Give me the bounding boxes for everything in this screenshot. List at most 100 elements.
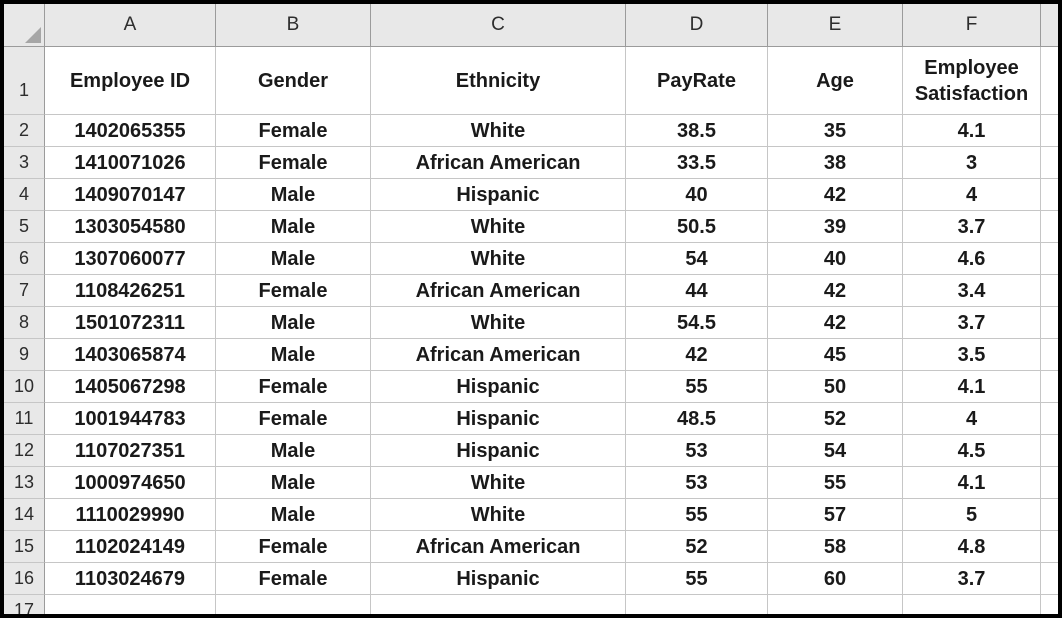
row-header-13[interactable]: 13 xyxy=(4,467,45,499)
row-header-14[interactable]: 14 xyxy=(4,499,45,531)
cell-A11[interactable]: 1001944783 xyxy=(45,403,216,435)
cell-G16[interactable] xyxy=(1041,563,1058,595)
cell-D3[interactable]: 33.5 xyxy=(626,147,768,179)
cell-B16[interactable]: Female xyxy=(216,563,371,595)
cell-A15[interactable]: 1102024149 xyxy=(45,531,216,563)
cell-G1[interactable] xyxy=(1041,47,1058,115)
cell-E12[interactable]: 54 xyxy=(768,435,903,467)
cell-E4[interactable]: 42 xyxy=(768,179,903,211)
cell-A4[interactable]: 1409070147 xyxy=(45,179,216,211)
cell-F7[interactable]: 3.4 xyxy=(903,275,1041,307)
cell-G3[interactable] xyxy=(1041,147,1058,179)
cell-E8[interactable]: 42 xyxy=(768,307,903,339)
cell-G6[interactable] xyxy=(1041,243,1058,275)
cell-A13[interactable]: 1000974650 xyxy=(45,467,216,499)
cell-C16[interactable]: Hispanic xyxy=(371,563,626,595)
cell-D4[interactable]: 40 xyxy=(626,179,768,211)
row-header-10[interactable]: 10 xyxy=(4,371,45,403)
cell-G10[interactable] xyxy=(1041,371,1058,403)
cell-B9[interactable]: Male xyxy=(216,339,371,371)
cell-F9[interactable]: 3.5 xyxy=(903,339,1041,371)
column-header-C[interactable]: C xyxy=(371,4,626,47)
cell-D10[interactable]: 55 xyxy=(626,371,768,403)
row-header-8[interactable]: 8 xyxy=(4,307,45,339)
cell-C11[interactable]: Hispanic xyxy=(371,403,626,435)
cell-E9[interactable]: 45 xyxy=(768,339,903,371)
cell-C5[interactable]: White xyxy=(371,211,626,243)
cell-A5[interactable]: 1303054580 xyxy=(45,211,216,243)
cell-A10[interactable]: 1405067298 xyxy=(45,371,216,403)
row-header-15[interactable]: 15 xyxy=(4,531,45,563)
cell-D2[interactable]: 38.5 xyxy=(626,115,768,147)
cell-C10[interactable]: Hispanic xyxy=(371,371,626,403)
cell-B13[interactable]: Male xyxy=(216,467,371,499)
cell-F16[interactable]: 3.7 xyxy=(903,563,1041,595)
cell-C17[interactable] xyxy=(371,595,626,614)
cell-C3[interactable]: African American xyxy=(371,147,626,179)
row-header-4[interactable]: 4 xyxy=(4,179,45,211)
row-header-9[interactable]: 9 xyxy=(4,339,45,371)
cell-B1[interactable]: Gender xyxy=(216,47,371,115)
cell-D9[interactable]: 42 xyxy=(626,339,768,371)
cell-E3[interactable]: 38 xyxy=(768,147,903,179)
row-header-17[interactable]: 17 xyxy=(4,595,45,614)
cell-B11[interactable]: Female xyxy=(216,403,371,435)
cell-F2[interactable]: 4.1 xyxy=(903,115,1041,147)
cell-B8[interactable]: Male xyxy=(216,307,371,339)
cell-E11[interactable]: 52 xyxy=(768,403,903,435)
column-header-F[interactable]: F xyxy=(903,4,1041,47)
cell-D17[interactable] xyxy=(626,595,768,614)
cell-F6[interactable]: 4.6 xyxy=(903,243,1041,275)
cell-F11[interactable]: 4 xyxy=(903,403,1041,435)
cell-A17[interactable] xyxy=(45,595,216,614)
cell-F17[interactable] xyxy=(903,595,1041,614)
cell-A6[interactable]: 1307060077 xyxy=(45,243,216,275)
row-header-3[interactable]: 3 xyxy=(4,147,45,179)
cell-A3[interactable]: 1410071026 xyxy=(45,147,216,179)
cell-C13[interactable]: White xyxy=(371,467,626,499)
column-header-B[interactable]: B xyxy=(216,4,371,47)
cell-G8[interactable] xyxy=(1041,307,1058,339)
cell-G7[interactable] xyxy=(1041,275,1058,307)
cell-F14[interactable]: 5 xyxy=(903,499,1041,531)
cell-E5[interactable]: 39 xyxy=(768,211,903,243)
cell-E1[interactable]: Age xyxy=(768,47,903,115)
cell-D7[interactable]: 44 xyxy=(626,275,768,307)
cell-B2[interactable]: Female xyxy=(216,115,371,147)
cell-D14[interactable]: 55 xyxy=(626,499,768,531)
cell-C8[interactable]: White xyxy=(371,307,626,339)
row-header-16[interactable]: 16 xyxy=(4,563,45,595)
cell-D12[interactable]: 53 xyxy=(626,435,768,467)
cell-B6[interactable]: Male xyxy=(216,243,371,275)
cell-E13[interactable]: 55 xyxy=(768,467,903,499)
cell-C14[interactable]: White xyxy=(371,499,626,531)
cell-E16[interactable]: 60 xyxy=(768,563,903,595)
column-header-partial[interactable] xyxy=(1041,4,1058,47)
cell-F8[interactable]: 3.7 xyxy=(903,307,1041,339)
cell-D6[interactable]: 54 xyxy=(626,243,768,275)
cell-C7[interactable]: African American xyxy=(371,275,626,307)
cell-F10[interactable]: 4.1 xyxy=(903,371,1041,403)
cell-G12[interactable] xyxy=(1041,435,1058,467)
column-header-A[interactable]: A xyxy=(45,4,216,47)
row-header-1[interactable]: 1 xyxy=(4,47,45,115)
cell-G17[interactable] xyxy=(1041,595,1058,614)
row-header-11[interactable]: 11 xyxy=(4,403,45,435)
cell-A16[interactable]: 1103024679 xyxy=(45,563,216,595)
cell-C9[interactable]: African American xyxy=(371,339,626,371)
cell-D15[interactable]: 52 xyxy=(626,531,768,563)
row-header-2[interactable]: 2 xyxy=(4,115,45,147)
cell-G9[interactable] xyxy=(1041,339,1058,371)
cell-A12[interactable]: 1107027351 xyxy=(45,435,216,467)
cell-B15[interactable]: Female xyxy=(216,531,371,563)
cell-G11[interactable] xyxy=(1041,403,1058,435)
cell-D11[interactable]: 48.5 xyxy=(626,403,768,435)
cell-C15[interactable]: African American xyxy=(371,531,626,563)
cell-G4[interactable] xyxy=(1041,179,1058,211)
cell-A9[interactable]: 1403065874 xyxy=(45,339,216,371)
cell-B7[interactable]: Female xyxy=(216,275,371,307)
cell-E7[interactable]: 42 xyxy=(768,275,903,307)
cell-G14[interactable] xyxy=(1041,499,1058,531)
cell-A7[interactable]: 1108426251 xyxy=(45,275,216,307)
cell-G15[interactable] xyxy=(1041,531,1058,563)
